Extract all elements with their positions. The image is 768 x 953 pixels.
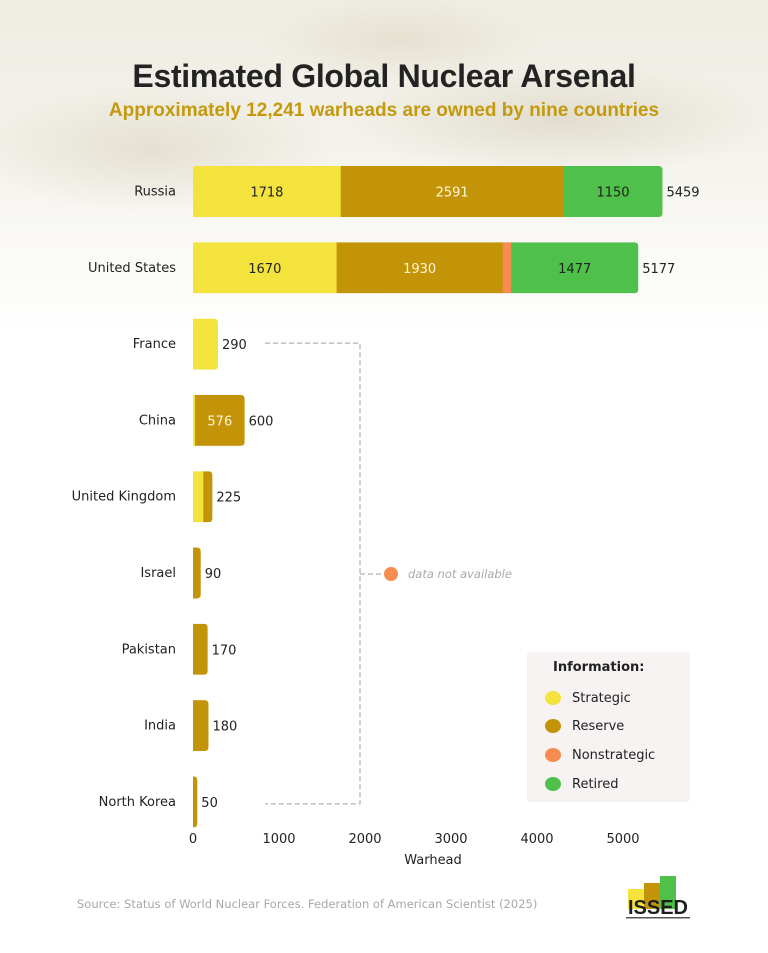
x-tick-label: 1000 <box>262 832 295 847</box>
bars-group: Russia 1718 2591 1150 5459 United States 1670 1… <box>72 166 700 828</box>
bar-segments <box>193 623 208 675</box>
logo-bar-yellow <box>628 889 644 909</box>
bar-segment-reserve <box>336 242 504 294</box>
bar-segment-reserve <box>340 166 565 217</box>
category-label: United Kingdom <box>72 490 176 505</box>
bar-row-israel: Israel 90 <box>140 547 222 599</box>
segment-value-label: 1670 <box>248 262 281 277</box>
x-tick-label: 2000 <box>348 832 381 847</box>
legend-item-reserve: Reserve <box>545 716 624 736</box>
bar-segment-reserve <box>193 776 198 828</box>
source-note: Source: Status of World Nuclear Forces. … <box>77 897 538 911</box>
total-value-label: 225 <box>216 491 241 506</box>
bar-segments <box>193 700 209 752</box>
x-axis: 0 1000 2000 3000 4000 5000 Warhead <box>189 832 640 868</box>
bar-segment-strategic <box>193 318 218 370</box>
annotation-bracket <box>265 342 361 805</box>
chart-subtitle: Approximately 12,241 warheads are owned … <box>108 100 660 121</box>
chart-title: Estimated Global Nuclear Arsenal <box>132 58 636 94</box>
segment-value-label: 576 <box>207 414 232 429</box>
bar-segments <box>193 471 213 523</box>
logo-tagline <box>626 917 690 919</box>
bar-segment-reserve <box>203 471 213 523</box>
category-label: France <box>133 337 176 352</box>
x-tick-label: 3000 <box>434 832 467 847</box>
bar-segment-reserve <box>193 547 201 599</box>
x-axis-title: Warhead <box>404 853 462 868</box>
bar-segment-strategic <box>193 166 342 217</box>
bar-segments <box>193 318 218 370</box>
total-value-label: 90 <box>205 567 222 582</box>
retired-swatch-icon <box>545 777 561 791</box>
segment-value-label: 2591 <box>436 186 469 201</box>
segment-value-label: 1150 <box>596 186 629 201</box>
segment-value-label: 1930 <box>403 262 436 277</box>
legend-item-strategic: Strategic <box>545 688 631 708</box>
total-value-label: 180 <box>212 720 237 735</box>
bar-segments <box>193 776 198 828</box>
segment-value-label: 1477 <box>558 262 591 277</box>
total-value-label: 5459 <box>666 186 699 201</box>
bar-segment-reserve <box>195 394 245 446</box>
legend-label: Reserve <box>572 718 625 734</box>
bar-segment-reserve <box>193 623 208 675</box>
annotation-group: data not available <box>265 342 512 805</box>
bar-row-pakistan: Pakistan 170 <box>122 623 237 675</box>
strategic-swatch-icon <box>545 691 561 705</box>
total-value-label: 50 <box>201 796 218 811</box>
x-tick-label: 4000 <box>520 832 553 847</box>
annotation-dot-icon <box>384 567 398 581</box>
logo-text: ISSED <box>628 897 688 919</box>
logo-bar-green <box>660 876 676 909</box>
reserve-swatch-icon <box>545 719 561 733</box>
category-label: United States <box>88 261 176 276</box>
category-label: China <box>139 413 176 428</box>
bar-row-united-states: United States 1670 1930 1477 5177 <box>88 242 675 294</box>
x-tick-label: 5000 <box>606 832 639 847</box>
nonstrategic-swatch-icon <box>545 748 561 762</box>
bar-segments <box>193 166 663 217</box>
total-value-label: 290 <box>222 338 247 353</box>
issed-logo-icon: ISSED <box>626 876 690 919</box>
category-label: India <box>144 719 176 734</box>
legend: Information: Strategic Reserve Nonstrate… <box>527 652 690 802</box>
bar-segment-retired <box>511 242 639 294</box>
legend-label: Retired <box>572 776 619 792</box>
total-value-label: 5177 <box>642 262 675 277</box>
legend-title: Information: <box>553 660 645 675</box>
bar-row-russia: Russia 1718 2591 1150 5459 <box>134 166 700 217</box>
category-label: Pakistan <box>122 642 176 657</box>
bar-segment-strategic <box>193 394 196 446</box>
category-label: Israel <box>140 566 176 581</box>
bar-segment-nonstrategic <box>502 242 512 294</box>
legend-label: Strategic <box>572 690 631 706</box>
bar-segment-strategic <box>193 242 338 294</box>
category-label: North Korea <box>99 795 176 810</box>
x-tick-label: 0 <box>189 832 197 847</box>
total-value-label: 600 <box>249 414 274 429</box>
bar-row-china: China 576 600 <box>139 394 274 446</box>
category-label: Russia <box>134 185 176 200</box>
bar-row-india: India 180 <box>144 700 237 752</box>
bar-segments <box>193 394 245 446</box>
legend-item-retired: Retired <box>545 774 618 794</box>
bar-row-north-korea: North Korea 50 <box>99 776 218 828</box>
legend-label: Nonstrategic <box>572 747 656 763</box>
total-value-label: 170 <box>212 643 237 658</box>
bar-segment-strategic <box>193 471 204 523</box>
bar-segments <box>193 242 639 294</box>
segment-value-label: 1718 <box>250 186 283 201</box>
legend-item-nonstrategic: Nonstrategic <box>545 745 655 765</box>
bar-segment-reserve <box>193 700 209 752</box>
bar-segment-retired <box>563 166 663 217</box>
annotation-text: data not available <box>408 567 512 581</box>
logo-bar-gold <box>644 883 660 909</box>
bar-row-france: France 290 <box>133 318 247 370</box>
bar-row-united-kingdom: United Kingdom 225 <box>72 471 241 523</box>
bar-segments <box>193 547 201 599</box>
